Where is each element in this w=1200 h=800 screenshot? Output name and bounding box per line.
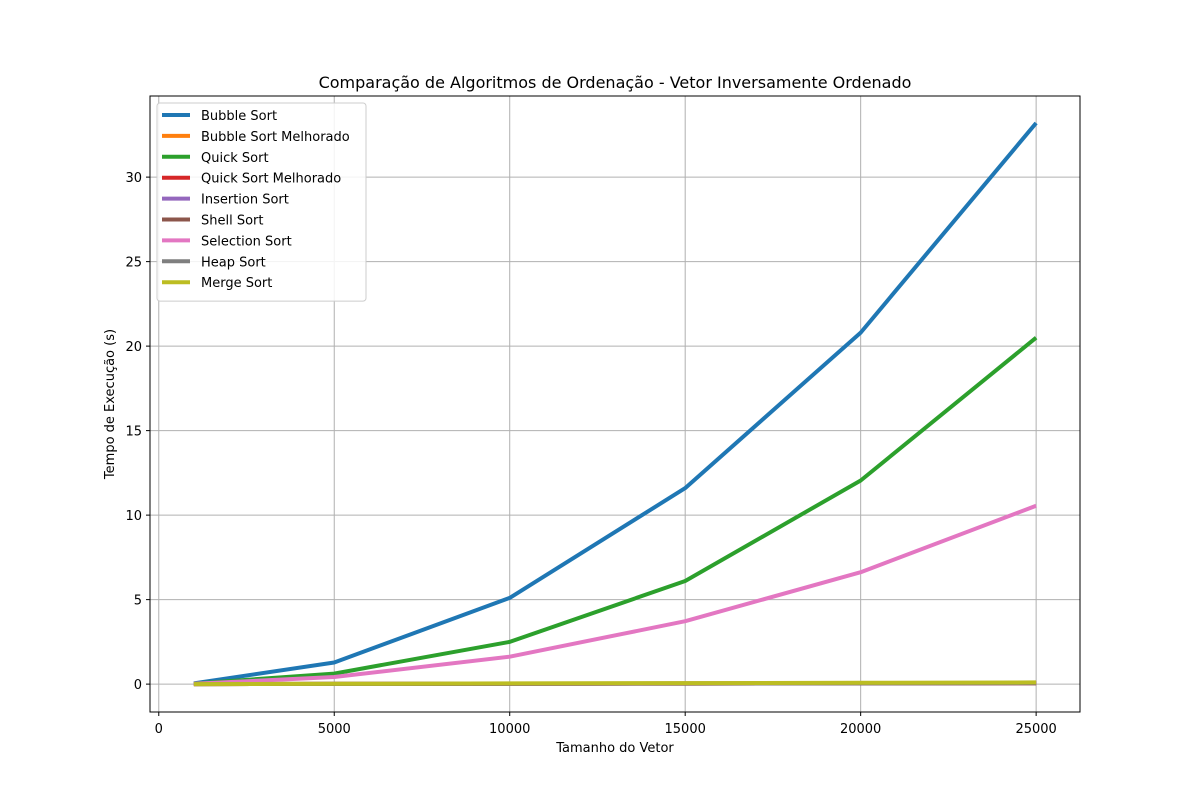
plot-frame (149, 95, 1081, 713)
chart-title: Comparação de Algoritmos de Ordenação - … (319, 73, 912, 92)
y-ticks: 0 5 10 15 20 25 30 (125, 171, 150, 693)
legend-label-selection-sort: Selection Sort (201, 234, 292, 249)
x-tick-label: 10000 (489, 722, 530, 737)
legend-label-quick-sort-melhorado: Quick Sort Melhorado (201, 172, 341, 187)
legend-label-quick-sort: Quick Sort (201, 151, 269, 166)
y-tick-label: 30 (125, 171, 142, 186)
x-tick-label: 0 (155, 722, 163, 737)
legend-label-heap-sort: Heap Sort (201, 255, 266, 270)
y-tick-label: 15 (125, 425, 142, 440)
legend-label-shell-sort: Shell Sort (201, 214, 264, 229)
legend-box (156, 102, 367, 302)
series-lines (193, 121, 1038, 687)
x-tick-label: 5000 (318, 722, 351, 737)
legend-label-insertion-sort: Insertion Sort (201, 193, 289, 208)
legend-label-bubble-sort: Bubble Sort (201, 109, 277, 124)
legend-label-merge-sort: Merge Sort (201, 276, 272, 291)
y-tick-label: 20 (125, 340, 142, 355)
y-tick-label: 25 (125, 256, 142, 271)
series-line-quick-sort (193, 336, 1038, 686)
series-line-bubble-sort (193, 121, 1038, 686)
x-tick-label: 15000 (665, 722, 706, 737)
y-tick-label: 5 (134, 594, 142, 609)
legend: Bubble Sort Bubble Sort Melhorado Quick So… (156, 102, 367, 302)
x-tick-label: 25000 (1015, 722, 1056, 737)
x-axis-label: Tamanho do Vetor (555, 741, 674, 756)
series-line-selection-sort (193, 503, 1037, 686)
y-axis-label: Tempo de Execução (s) (103, 329, 118, 480)
y-tick-label: 10 (125, 509, 142, 524)
x-tick-label: 20000 (840, 722, 881, 737)
series-line-merge-sort (193, 680, 1037, 687)
y-tick-label: 0 (134, 678, 142, 693)
legend-label-bubble-sort-melhorado: Bubble Sort Melhorado (201, 130, 350, 145)
x-ticks: 0 5000 10000 15000 20000 25000 (155, 712, 1057, 737)
